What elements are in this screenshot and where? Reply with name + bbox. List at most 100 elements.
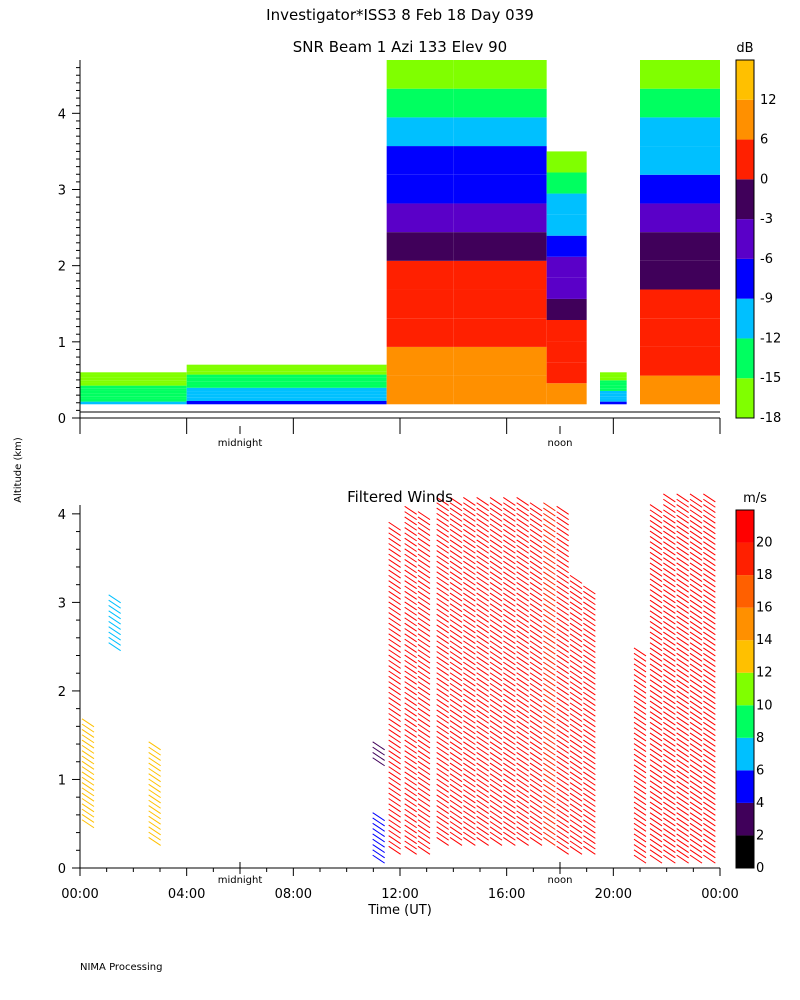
wind-barb	[417, 766, 431, 776]
wind-barb	[689, 541, 703, 551]
wind-barb	[529, 730, 543, 740]
wind-colorbar-band	[736, 607, 754, 641]
wind-barb	[516, 582, 529, 591]
wind-barb	[449, 502, 463, 512]
altitude-axis-label: Altitude (km)	[13, 437, 24, 503]
wind-barb	[703, 520, 716, 529]
wind-barb	[503, 821, 516, 830]
wind-barb	[663, 620, 676, 630]
wind-barb	[556, 516, 569, 526]
wind-barb	[689, 737, 703, 747]
wind-barb	[703, 551, 716, 561]
wind-barb	[689, 674, 703, 683]
wind-barb	[463, 576, 476, 586]
wind-barb	[436, 539, 449, 549]
wind-barb	[489, 826, 503, 836]
wind-barb	[372, 746, 385, 756]
wind-barb	[476, 645, 489, 655]
wind-barb	[417, 521, 431, 531]
wind-barb	[449, 550, 463, 559]
snr-cell	[386, 375, 454, 405]
wind-barb	[417, 729, 431, 738]
wind-barb	[529, 815, 543, 825]
wind-barb	[529, 837, 543, 846]
wind-barb	[543, 741, 556, 751]
wind-barb	[436, 640, 449, 650]
snr-cell	[546, 341, 587, 363]
wind-barb	[543, 566, 556, 575]
wind-barb	[516, 523, 529, 533]
wind-barb	[516, 704, 529, 714]
wind-barb	[516, 799, 529, 809]
wind-barb	[663, 700, 676, 710]
wind-barb	[689, 828, 703, 838]
snr-cell	[546, 362, 587, 384]
wind-barb	[703, 806, 716, 816]
wind-barb	[676, 626, 689, 636]
wind-barb	[489, 667, 503, 676]
wind-barb	[676, 557, 689, 567]
snr-cell	[640, 88, 720, 118]
wind-barb	[663, 514, 676, 524]
wind-barb	[633, 828, 647, 838]
wind-barb	[663, 658, 676, 668]
wind-barb	[503, 736, 516, 745]
wind-barb	[388, 787, 401, 797]
wind-barb	[436, 592, 449, 602]
wind-barb	[404, 569, 417, 579]
wind-barb	[663, 504, 676, 513]
wind-barb	[489, 613, 503, 623]
wind-barb	[583, 590, 596, 600]
wind-barb	[529, 576, 543, 586]
wind-barb	[503, 624, 516, 634]
wind-barb	[569, 606, 583, 616]
wind-colorbar-frame	[735, 509, 755, 869]
snr-cell	[80, 398, 187, 402]
wind-barb	[404, 755, 417, 765]
wind-barb	[503, 566, 516, 575]
wind-barb	[529, 539, 543, 549]
wind-barb	[543, 603, 556, 613]
wind-barb	[372, 844, 385, 853]
wind-barb	[436, 497, 449, 506]
wind-barb	[463, 518, 476, 528]
wind-barb	[463, 587, 476, 597]
wind-barb	[489, 805, 503, 814]
wind-barb	[436, 725, 449, 735]
wind-barb	[583, 665, 596, 675]
wind-barb	[489, 608, 503, 618]
wind-barb	[388, 829, 401, 839]
wind-barb	[543, 693, 556, 703]
wind-barb	[516, 672, 529, 682]
snr-cell	[386, 260, 454, 290]
wind-barb	[449, 571, 463, 581]
wind-barb	[529, 746, 543, 756]
snr-colorbar-band	[736, 219, 754, 259]
wind-barb	[463, 799, 476, 809]
snr-colorbar-band	[736, 298, 754, 339]
wind-barb	[663, 705, 676, 715]
wind-barb	[569, 596, 583, 606]
wind-barb	[556, 697, 569, 706]
wind-barb	[417, 686, 431, 696]
wind-barb	[703, 775, 716, 784]
wind-barb	[436, 635, 449, 644]
wind-barb	[543, 629, 556, 639]
wind-barb	[516, 725, 529, 735]
wind-profile	[649, 504, 663, 864]
wind-barb	[649, 567, 663, 577]
wind-y-tick-label: 0	[58, 862, 66, 877]
wind-barb	[529, 597, 543, 607]
wind-barb	[663, 743, 676, 753]
snr-region	[453, 60, 547, 405]
wind-barb	[556, 798, 569, 807]
wind-barb	[417, 776, 431, 786]
wind-barb	[489, 736, 503, 745]
wind-barb	[476, 518, 489, 528]
wind-barb	[543, 725, 556, 735]
wind-barb	[489, 550, 503, 559]
wind-barb	[436, 762, 449, 772]
wind-barb	[689, 844, 703, 853]
wind-barb	[529, 831, 543, 841]
wind-barb	[543, 677, 556, 687]
